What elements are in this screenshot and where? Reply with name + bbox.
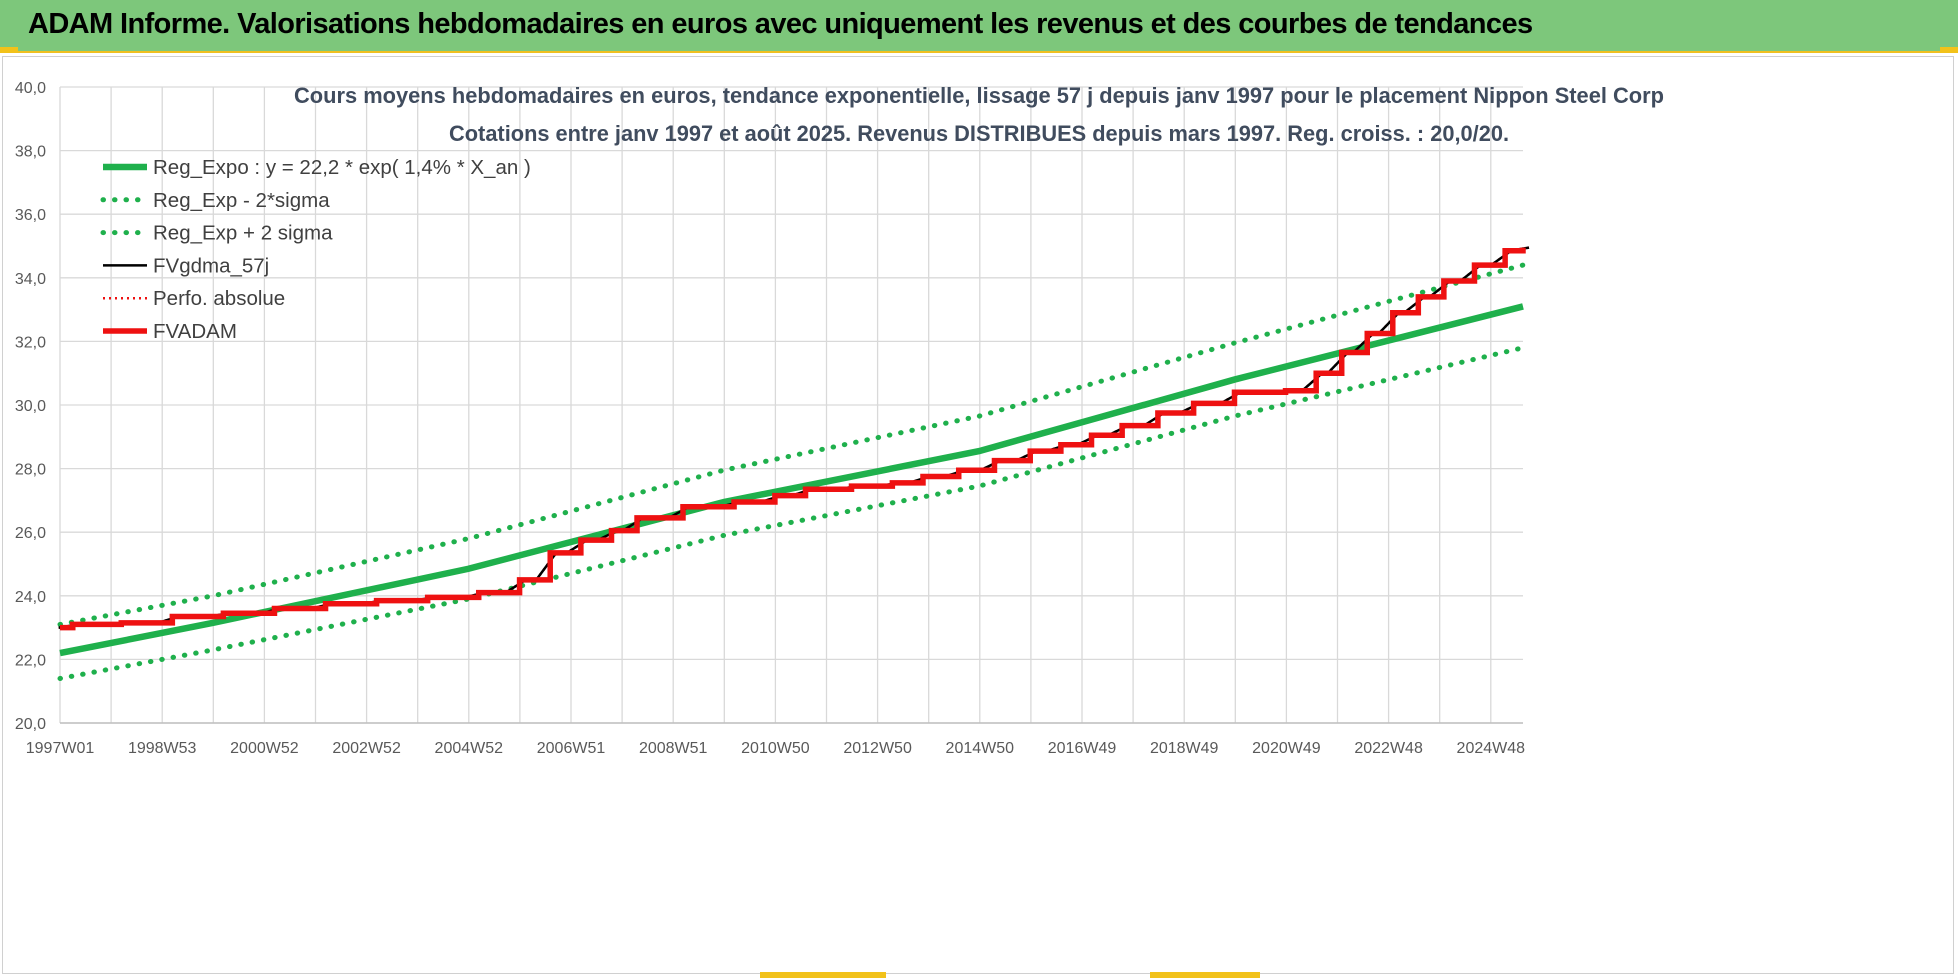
x-grid [59,87,1523,724]
x-tick-label: 2018W49 [1150,740,1219,757]
x-tick-label: 2008W51 [639,740,708,757]
x-tick-label: 2016W49 [1048,740,1117,757]
header-bar: ADAM Informe. Valorisations hebdomadaire… [0,0,1958,53]
legend-label: Reg_Expo : y = 22,2 * exp( 1,4% * X_an ) [153,156,531,179]
chart: 20,0 22,0 24,0 26,0 28,0 30,0 32,0 34,0 36,0 38,0… [15,80,1664,757]
x-tick-label: 2020W49 [1252,740,1321,757]
series-layer [57,246,1530,681]
x-tick-label: 2000W52 [230,740,299,757]
chart-title: Cours moyens hebdomadaires en euros, ten… [294,83,1664,108]
legend: Reg_Expo : y = 22,2 * exp( 1,4% * X_an )… [100,156,531,343]
series-line-2 [57,262,1526,627]
y-grid [60,86,1523,724]
x-tick-label: 2010W50 [741,740,810,757]
x-tick-label: 2014W50 [946,740,1015,757]
y-tick-label: 28,0 [15,462,46,479]
x-tick-label: 2002W52 [332,740,401,757]
y-tick-label: 40,0 [15,80,46,97]
x-tick-label: 2004W52 [435,740,504,757]
x-tick-label: 1997W01 [26,740,95,757]
legend-label: Reg_Exp - 2*sigma [153,189,330,212]
bottom-marker [1150,972,1260,978]
legend-label: FVgdma_57j [153,254,269,277]
x-tick-label: 2006W51 [537,740,606,757]
legend-label: Reg_Exp + 2 sigma [153,222,333,245]
series-line-1 [57,345,1526,681]
x-tick-label: 2012W50 [843,740,912,757]
legend-label: Perfo. absolue [153,287,285,310]
y-tick-label: 38,0 [15,144,46,161]
y-tick-label: 20,0 [15,716,46,733]
y-tick-label: 30,0 [15,398,46,415]
x-tick-labels: 1997W01 1998W53 2000W52 2002W52 2004W52 2006W… [26,740,1525,757]
x-tick-label: 2022W48 [1354,740,1423,757]
corner-marker-right [1940,47,1958,53]
chart-subtitle: Cotations entre janv 1997 et août 2025. … [449,121,1509,146]
corner-marker-left [0,47,18,53]
y-tick-label: 34,0 [15,271,46,288]
series-line-0 [59,303,1524,657]
legend-label: FVADAM [153,320,237,343]
x-tick-label: 2024W48 [1457,740,1526,757]
y-tick-label: 26,0 [15,525,46,542]
series-line-5 [60,247,1526,631]
y-tick-label: 32,0 [15,334,46,351]
bottom-marker [760,972,886,978]
page-title: ADAM Informe. Valorisations hebdomadaire… [28,8,1533,40]
y-tick-label: 22,0 [15,652,46,669]
y-tick-label: 24,0 [15,589,46,606]
x-tick-label: 1998W53 [128,740,197,757]
y-tick-label: 36,0 [15,207,46,224]
y-tick-labels: 20,0 22,0 24,0 26,0 28,0 30,0 32,0 34,0 36,0 38,0… [15,80,46,733]
